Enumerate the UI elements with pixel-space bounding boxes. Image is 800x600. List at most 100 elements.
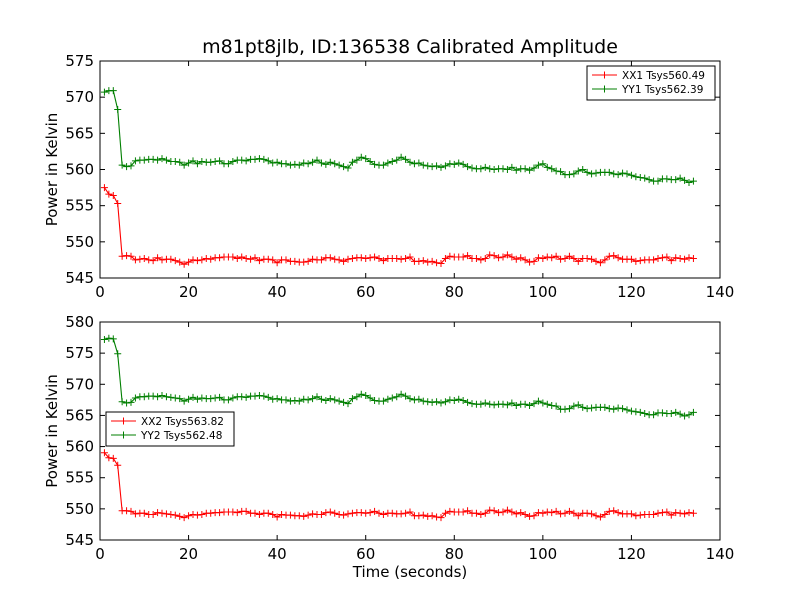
data-point	[672, 254, 680, 262]
data-point	[357, 390, 365, 398]
data-point	[521, 400, 529, 408]
data-point	[131, 510, 139, 518]
top-plot-area	[100, 87, 697, 268]
data-point	[588, 510, 596, 518]
data-point	[459, 396, 467, 404]
data-point	[592, 512, 600, 520]
data-point	[459, 508, 467, 516]
data-point	[193, 160, 201, 168]
x-axis-label: Time (seconds)	[352, 563, 468, 581]
data-point	[255, 257, 263, 265]
data-point	[441, 254, 449, 262]
data-point	[530, 164, 538, 172]
data-point	[552, 402, 560, 410]
data-point	[362, 509, 370, 517]
data-point	[140, 254, 148, 262]
data-point	[322, 509, 330, 517]
data-point	[291, 160, 299, 168]
data-point	[650, 411, 658, 419]
data-point	[109, 335, 117, 343]
data-point	[521, 165, 529, 173]
data-point	[588, 404, 596, 412]
data-point	[548, 401, 556, 409]
data-point	[517, 509, 525, 517]
data-point	[672, 176, 680, 184]
data-point	[424, 512, 432, 520]
data-point	[340, 257, 348, 265]
data-point	[282, 256, 290, 264]
data-point	[340, 511, 348, 519]
data-point	[100, 335, 108, 343]
data-point	[464, 163, 472, 171]
data-point	[326, 395, 334, 403]
data-point	[114, 350, 122, 358]
data-point	[105, 454, 113, 462]
data-point	[437, 163, 445, 171]
data-point	[658, 409, 666, 417]
data-point	[428, 257, 436, 265]
data-point	[304, 511, 312, 519]
data-point	[233, 254, 241, 262]
data-point	[402, 509, 410, 517]
data-point	[242, 254, 250, 262]
data-point	[176, 158, 184, 166]
data-point	[636, 173, 644, 181]
data-point	[295, 161, 303, 169]
data-point	[650, 256, 658, 264]
legend-label: XX2 Tsys563.82	[141, 416, 224, 428]
data-point	[636, 511, 644, 519]
x-tick-label: 20	[179, 545, 198, 563]
data-point	[543, 508, 551, 516]
data-point	[123, 399, 131, 407]
data-point	[140, 156, 148, 164]
data-point	[198, 158, 206, 166]
data-point	[681, 412, 689, 420]
data-point	[304, 160, 312, 168]
data-point	[676, 410, 684, 418]
data-point	[689, 254, 697, 262]
data-point	[229, 158, 237, 166]
data-point	[499, 400, 507, 408]
data-point	[552, 507, 560, 515]
data-point	[375, 509, 383, 517]
data-point	[211, 394, 219, 402]
data-point	[570, 170, 578, 178]
data-point	[406, 253, 414, 261]
data-point	[242, 157, 250, 165]
data-point	[397, 255, 405, 263]
chart-title: m81pt8jlb, ID:136538 Calibrated Amplitud…	[202, 36, 618, 58]
data-point	[300, 258, 308, 266]
data-point	[309, 255, 317, 263]
data-point	[251, 392, 259, 400]
data-point	[366, 394, 374, 402]
data-point	[557, 168, 565, 176]
data-point	[123, 163, 131, 171]
data-point	[446, 507, 454, 515]
data-point	[446, 396, 454, 404]
data-point	[167, 510, 175, 518]
data-point	[481, 399, 489, 407]
data-point	[503, 251, 511, 259]
data-point	[561, 509, 569, 517]
data-point	[689, 509, 697, 517]
data-point	[614, 404, 622, 412]
data-point	[304, 257, 312, 265]
data-point	[402, 254, 410, 262]
bottom-panel: 0 20 40 60 80 100 120 140 545 550 555 560 565 570 575 5…	[43, 313, 734, 563]
data-point	[251, 155, 259, 163]
data-point	[565, 507, 573, 515]
data-point	[269, 395, 277, 403]
data-point	[415, 395, 423, 403]
data-point	[216, 157, 224, 165]
data-point	[526, 401, 534, 409]
data-point	[375, 254, 383, 262]
data-point	[596, 513, 604, 521]
data-point	[472, 509, 480, 517]
data-point	[623, 406, 631, 414]
top-panel: 0 20 40 60 80 100 120 140545550555560565570575 …	[43, 52, 734, 301]
data-point	[548, 254, 556, 262]
data-point	[189, 393, 197, 401]
data-point	[384, 159, 392, 167]
data-point	[441, 509, 449, 517]
data-point	[162, 393, 170, 401]
